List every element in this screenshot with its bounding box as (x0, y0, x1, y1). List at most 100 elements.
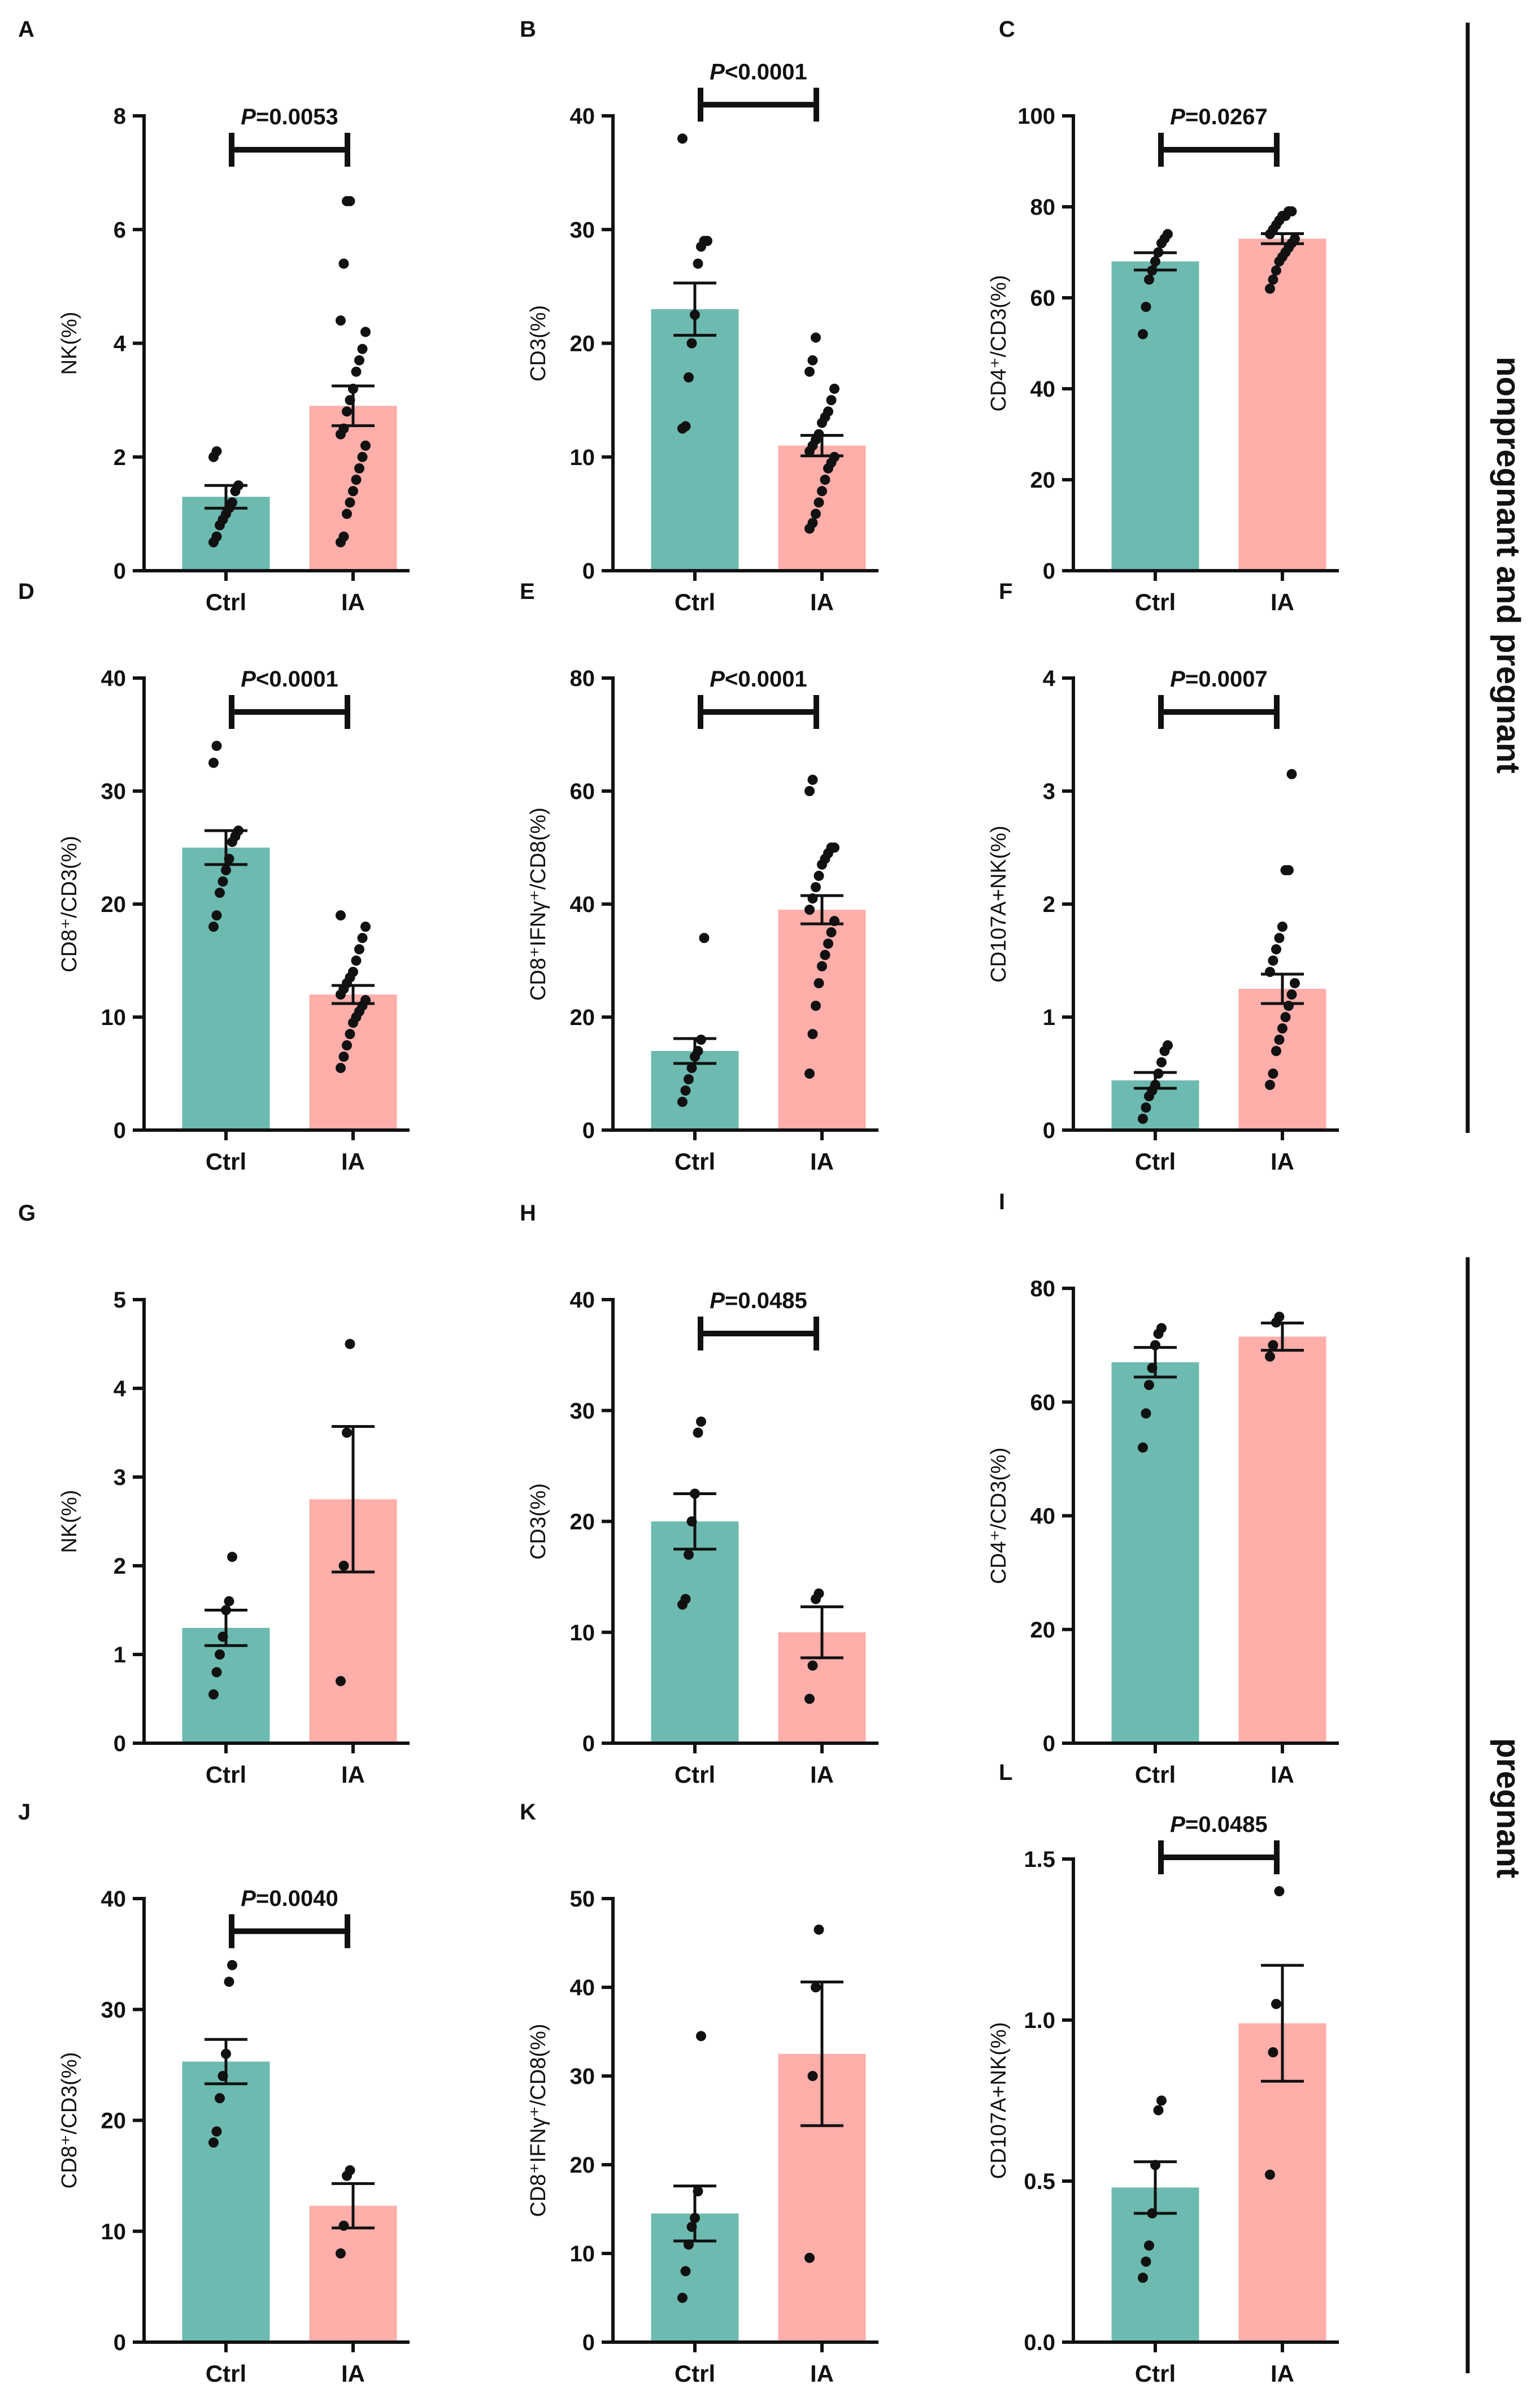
data-point (1138, 1442, 1148, 1453)
category-label: IA (810, 1761, 834, 1788)
category-label: Ctrl (675, 1761, 715, 1788)
data-point (215, 2093, 225, 2104)
y-tick-label: 80 (1030, 1276, 1056, 1301)
data-point (826, 927, 837, 937)
y-tick-label: 0.0 (1024, 2330, 1055, 2355)
data-point (211, 741, 222, 751)
data-point (807, 1029, 818, 1039)
y-tick-label: 0 (114, 1731, 126, 1756)
panel-letter: H (520, 1201, 536, 1226)
data-point (1141, 1102, 1151, 1113)
data-point (690, 2213, 700, 2223)
data-point (360, 327, 371, 337)
category-label: Ctrl (206, 2360, 246, 2387)
data-point (345, 1339, 355, 1349)
data-point (338, 423, 349, 434)
data-point (1144, 2240, 1154, 2251)
data-point (829, 451, 839, 462)
y-tick-label: 0 (1043, 1731, 1055, 1756)
p-symbol: P (241, 1886, 256, 1911)
y-tick-label: 60 (1030, 286, 1056, 311)
panel-A: A NK(%) Ctrl IA 0 2 4 6 8 P=0.0053 (18, 17, 410, 615)
panel-letter: J (18, 1800, 31, 1825)
category-label: IA (1271, 1761, 1294, 1788)
data-point (807, 2071, 818, 2081)
data-point (811, 1001, 821, 1011)
p-value-label: P=0.0485 (710, 1288, 807, 1313)
y-tick-label: 1 (114, 1643, 126, 1667)
p-value-label: P=0.0053 (241, 105, 338, 129)
data-point (804, 1693, 815, 1704)
p-value: <0.0001 (725, 59, 807, 84)
p-value: =0.0267 (1185, 105, 1268, 129)
y-tick-label: 60 (570, 779, 595, 804)
data-point (807, 518, 818, 528)
panel-letter: C (999, 17, 1015, 42)
bar-ctrl (651, 309, 739, 571)
p-symbol: P (1170, 1812, 1185, 1837)
bar-ctrl (182, 848, 270, 1130)
y-tick-label: 40 (570, 892, 595, 917)
data-point (357, 451, 368, 462)
y-tick-label: 3 (114, 1465, 126, 1490)
y-tick-label: 30 (570, 1399, 595, 1423)
y-tick-label: 40 (101, 1887, 127, 1912)
data-point (345, 2165, 355, 2175)
data-point (338, 258, 349, 269)
data-point (357, 933, 368, 943)
data-point (336, 1063, 346, 1073)
data-point (823, 406, 833, 417)
data-point (686, 338, 697, 349)
y-axis-title: CD8⁺IFNγ⁺/CD8(%) (527, 2023, 550, 2217)
y-axis-title: CD8⁺/CD3(%) (58, 2052, 81, 2189)
y-tick-label: 2 (1043, 892, 1055, 917)
data-point (336, 2248, 346, 2259)
p-value-label: P=0.0267 (1170, 105, 1267, 129)
data-point (811, 509, 821, 519)
y-axis-title: CD4⁺/CD3(%) (987, 1448, 1011, 1584)
p-symbol: P (710, 667, 725, 692)
data-point (1144, 1380, 1154, 1391)
data-point (342, 406, 352, 417)
data-point (345, 395, 355, 406)
data-point (680, 1593, 691, 1604)
data-point (693, 2186, 703, 2197)
bar-ia (1238, 1336, 1326, 1743)
category-label: Ctrl (1135, 1148, 1176, 1175)
y-tick-label: 0 (582, 1731, 595, 1756)
data-point (211, 910, 222, 920)
data-point (360, 995, 371, 1005)
p-value-label: P<0.0001 (241, 667, 338, 692)
category-label: IA (341, 1761, 365, 1788)
data-point (1153, 2105, 1164, 2116)
data-point (813, 1924, 824, 1935)
data-point (804, 366, 815, 377)
data-point (1147, 2208, 1158, 2218)
panel-letter: L (999, 1760, 1012, 1785)
p-value: <0.0001 (256, 667, 338, 692)
p-value: =0.0007 (1185, 667, 1268, 692)
data-point (221, 1605, 231, 1615)
data-point (686, 1516, 697, 1527)
data-point (208, 2137, 219, 2148)
data-point (1274, 1035, 1285, 1045)
bar-ia (1238, 238, 1326, 571)
data-point (1271, 944, 1281, 954)
y-tick-label: 10 (101, 1005, 127, 1030)
data-point (1265, 283, 1275, 294)
data-point (1163, 1040, 1173, 1050)
y-tick-label: 50 (570, 1887, 595, 1912)
data-point (1147, 265, 1158, 276)
data-point (1150, 1340, 1160, 1350)
data-point (699, 933, 710, 943)
data-point (684, 372, 694, 383)
p-value: =0.0040 (256, 1886, 338, 1911)
data-point (1274, 933, 1285, 943)
data-point (804, 2252, 815, 2263)
data-point (1274, 1886, 1285, 1896)
data-point (338, 1052, 349, 1062)
y-tick-label: 80 (1030, 195, 1056, 220)
category-label: IA (810, 2360, 834, 2387)
y-tick-label: 10 (570, 445, 595, 470)
data-point (677, 133, 688, 144)
